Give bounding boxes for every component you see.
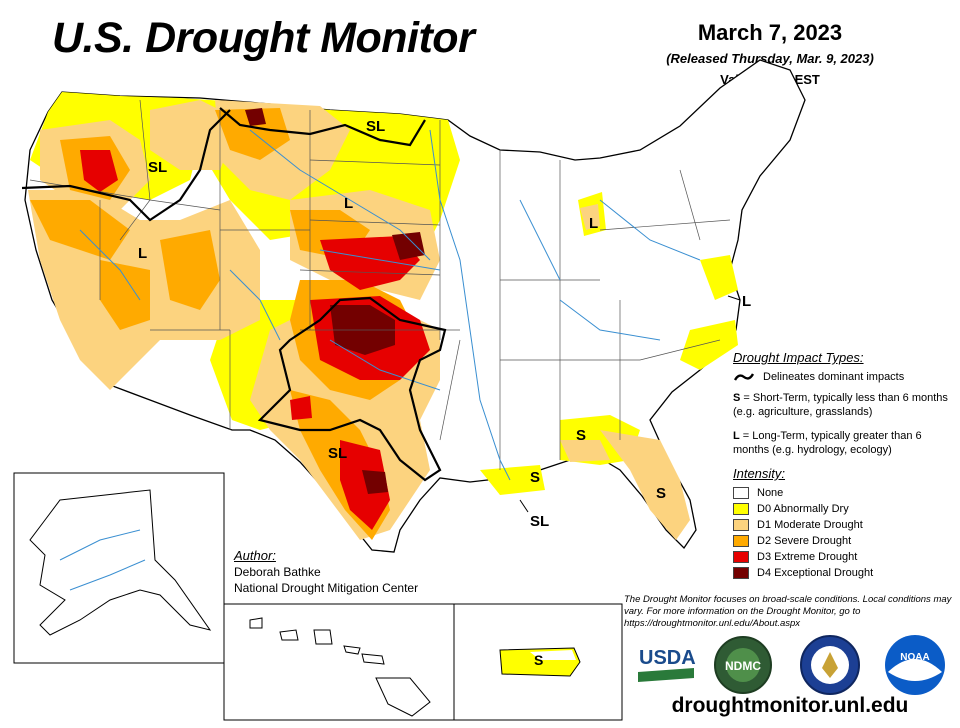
noaa-logo: NOAA xyxy=(885,635,945,695)
state-lines xyxy=(29,99,731,470)
label-l-nevada: L xyxy=(138,245,147,262)
label-s-gulf: S xyxy=(530,469,540,486)
intensity-label: D2 Severe Drought xyxy=(757,535,852,547)
intensity-row: D3 Extreme Drought xyxy=(733,549,955,565)
site-url[interactable]: droughtmonitor.unl.edu xyxy=(671,694,909,717)
intensity-swatch xyxy=(733,535,749,547)
intensity-swatch xyxy=(733,551,749,563)
svg-text:NOAA: NOAA xyxy=(900,652,929,663)
map-date: March 7, 2023 xyxy=(697,20,843,45)
intensity-row: D2 Severe Drought xyxy=(733,533,955,549)
hawaii-islands xyxy=(249,617,431,717)
intensity-label: None xyxy=(757,487,784,499)
footnote: The Drought Monitor focuses on broad-sca… xyxy=(624,594,952,629)
intensity-swatch xyxy=(733,503,749,515)
label-l-maryland: L xyxy=(742,293,751,310)
intensity-label: D3 Extreme Drought xyxy=(757,551,858,563)
intensity-row: D0 Abnormally Dry xyxy=(733,501,955,517)
short-term-note: S = Short-Term, typically less than 6 mo… xyxy=(733,392,948,418)
label-sl-texas: SL xyxy=(328,445,347,462)
impact-line-icon xyxy=(733,373,755,381)
label-sl-northwest: SL xyxy=(148,159,167,176)
label-sl-montana: SL xyxy=(366,118,385,135)
release-date: (Released Thursday, Mar. 9, 2023) xyxy=(666,51,874,66)
intensity-swatch xyxy=(733,487,749,499)
intensity-heading: Intensity: xyxy=(733,466,786,481)
svg-text:USDA: USDA xyxy=(639,647,696,669)
author-heading: Author: xyxy=(234,548,276,563)
impact-types-legend: Drought Impact Types: Delineates dominan… xyxy=(733,350,955,467)
impact-types-heading: Drought Impact Types: xyxy=(733,350,864,365)
long-term-note: L = Long-Term, typically greater than 6 … xyxy=(733,430,922,456)
intensity-swatch xyxy=(733,519,749,531)
page-title: U.S. Drought Monitor xyxy=(52,14,475,62)
label-l-wyoming: L xyxy=(344,195,353,212)
l-maryland-leader xyxy=(727,295,741,301)
sl-gulf-leader xyxy=(519,499,529,513)
author-name: Deborah Bathke xyxy=(234,565,321,579)
impact-line-key: Delineates dominant impacts xyxy=(733,371,955,383)
svg-text:NDMC: NDMC xyxy=(725,659,761,673)
label-s-georgia: S xyxy=(576,427,586,444)
intensity-label: D0 Abnormally Dry xyxy=(757,503,849,515)
rivers xyxy=(79,129,701,481)
intensity-label: D1 Moderate Drought xyxy=(757,519,863,531)
ndmc-logo: NDMC xyxy=(714,636,772,694)
intensity-legend: Intensity: None D0 Abnormally Dry D1 Moder… xyxy=(733,466,955,581)
intensity-row: None xyxy=(733,485,955,501)
author-block: Author: Deborah Bathke National Drought … xyxy=(234,548,418,596)
intensity-row: D1 Moderate Drought xyxy=(733,517,955,533)
alaska-shape xyxy=(29,489,212,636)
impact-lines xyxy=(21,107,447,482)
intensity-swatch xyxy=(733,567,749,579)
commerce-logo xyxy=(800,635,860,695)
intensity-row: D4 Exceptional Drought xyxy=(733,565,955,581)
label-s-puerto-rico: S xyxy=(534,652,543,668)
impact-line-text: Delineates dominant impacts xyxy=(763,371,905,383)
puerto-rico-none-area xyxy=(530,650,576,660)
label-sl-gulf: SL xyxy=(530,513,549,530)
label-s-florida: S xyxy=(656,485,666,502)
usda-logo: USDA xyxy=(636,642,696,684)
alaska-rivers xyxy=(59,529,146,591)
label-l-michigan: L xyxy=(589,215,598,232)
intensity-label: D4 Exceptional Drought xyxy=(757,567,874,579)
author-org: National Drought Mitigation Center xyxy=(234,581,419,595)
